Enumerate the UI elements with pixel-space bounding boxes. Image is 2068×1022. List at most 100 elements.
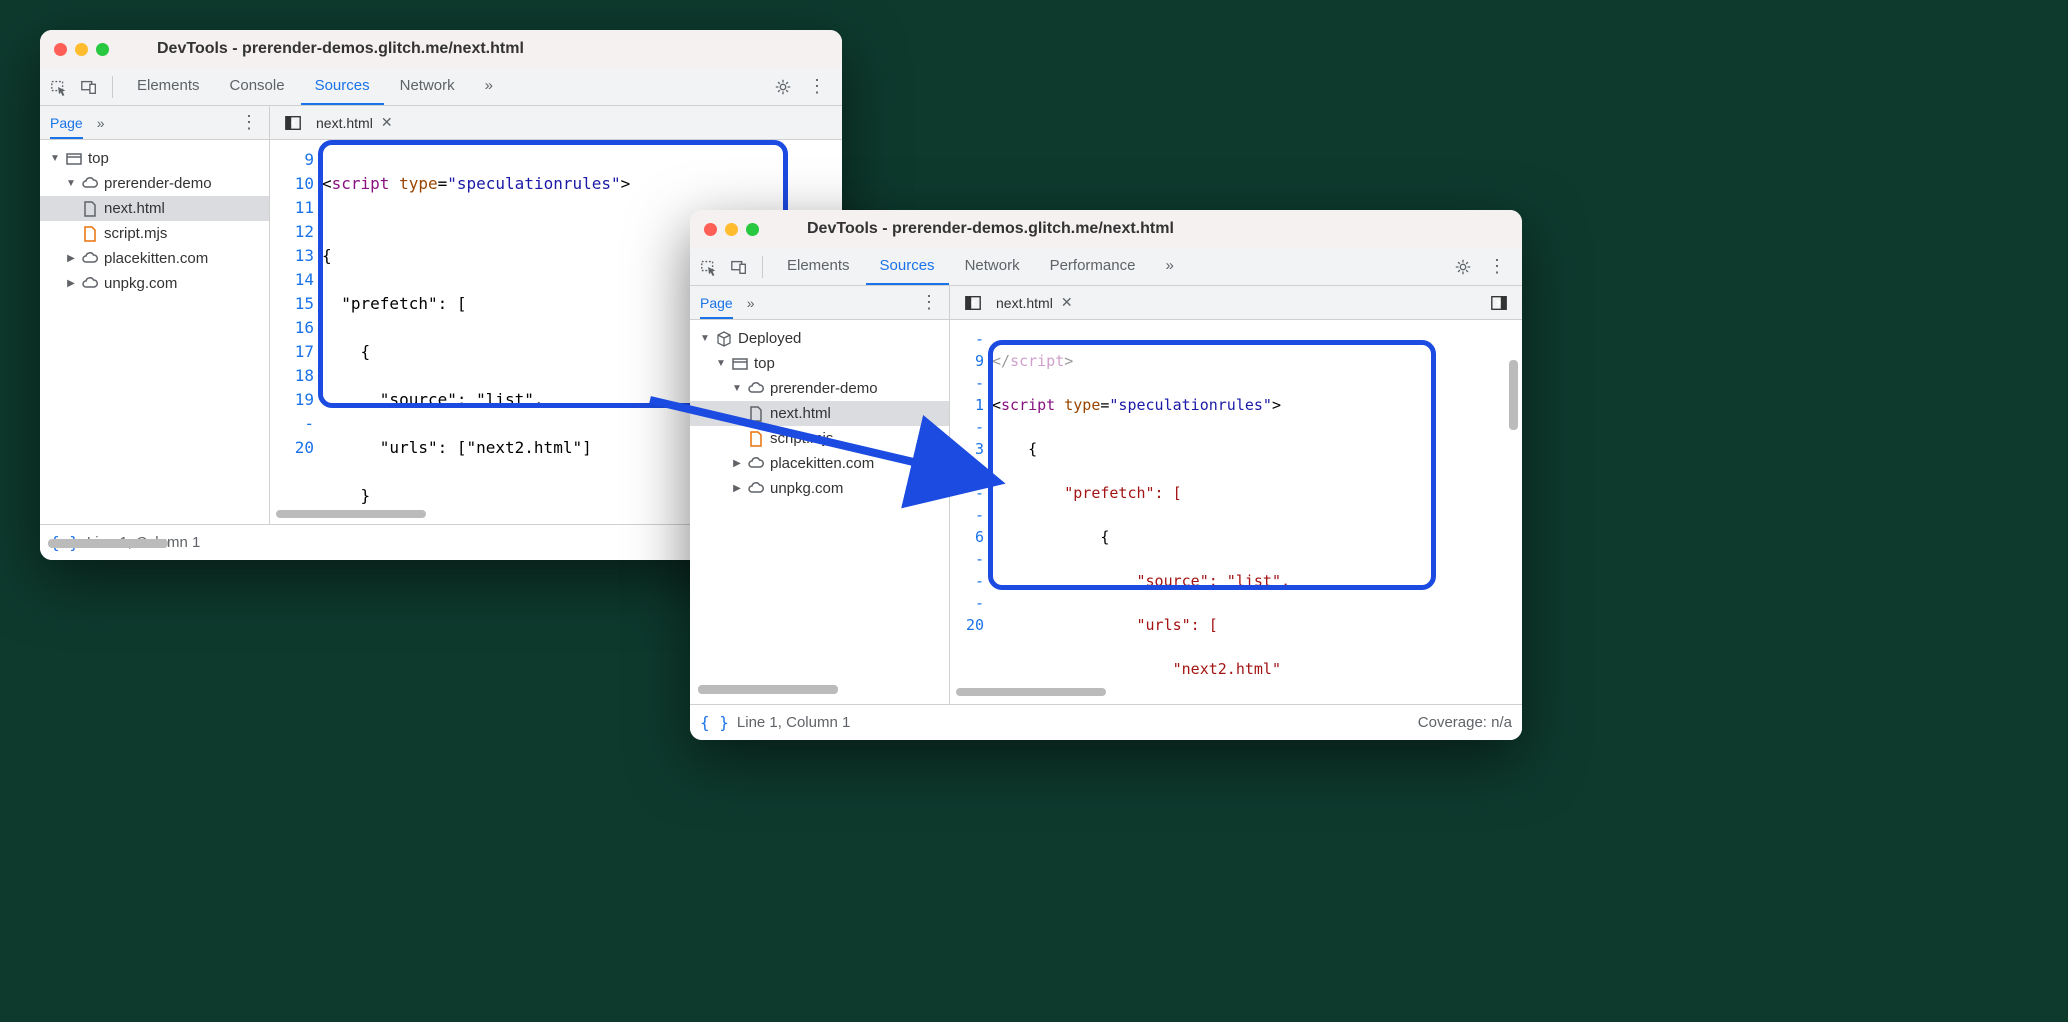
tree-placekitten[interactable]: ▶ placekitten.com	[40, 246, 269, 271]
tree-top[interactable]: ▼ top	[40, 146, 269, 171]
gutter-line: 1	[950, 394, 984, 416]
page-tab[interactable]: Page	[50, 107, 83, 139]
minimize-icon[interactable]	[75, 43, 88, 56]
window-scrollbar[interactable]	[698, 685, 838, 694]
expand-icon[interactable]: ▶	[66, 253, 76, 264]
navigator-tree: ▼ top ▼ prerender-demo next.html script.…	[40, 140, 270, 524]
t: script	[1001, 396, 1055, 414]
zoom-icon[interactable]	[746, 223, 759, 236]
window-title: DevTools - prerender-demos.glitch.me/nex…	[157, 40, 524, 58]
tab-elements[interactable]: Elements	[123, 68, 214, 105]
gutter-line: 14	[270, 268, 314, 292]
kebab-icon[interactable]: ⋮	[804, 74, 830, 100]
tree-label: placekitten.com	[104, 250, 208, 267]
tree-file-next[interactable]: next.html	[690, 401, 949, 426]
tab-more[interactable]: »	[471, 68, 507, 105]
tree-file-script[interactable]: script.mjs	[690, 426, 949, 451]
close-icon[interactable]: ✕	[381, 114, 393, 131]
code-editor[interactable]: - 9 - 1 - 3 - - - 6 - - - 20 </script> <…	[950, 320, 1522, 704]
tree-file-script[interactable]: script.mjs	[40, 221, 269, 246]
gutter-line: -	[950, 482, 984, 504]
separator	[112, 76, 113, 98]
tree-label: next.html	[104, 200, 165, 217]
gutter-line: 15	[270, 292, 314, 316]
t: "prefetch": [	[992, 482, 1516, 504]
window-title: DevTools - prerender-demos.glitch.me/nex…	[807, 220, 1174, 238]
file-tab-next-html[interactable]: next.html ✕	[996, 294, 1073, 311]
tree-unpkg[interactable]: ▶ unpkg.com	[690, 476, 949, 501]
close-icon[interactable]: ✕	[1061, 294, 1073, 311]
gutter-line: 10	[270, 172, 314, 196]
tree-placekitten[interactable]: ▶ placekitten.com	[690, 451, 949, 476]
t: </	[992, 352, 1010, 370]
tab-sources[interactable]: Sources	[866, 248, 949, 285]
titlebar: DevTools - prerender-demos.glitch.me/nex…	[40, 30, 842, 68]
coverage-label[interactable]: Coverage: n/a	[1418, 714, 1512, 731]
expand-icon[interactable]: ▶	[732, 483, 742, 494]
inspect-icon[interactable]	[696, 254, 722, 280]
panel-toggle-right-icon[interactable]	[1486, 290, 1512, 316]
scrollbar[interactable]	[276, 510, 426, 518]
body: ▼ Deployed ▼ top ▼ prerender-demo next.h…	[690, 320, 1522, 704]
tab-elements[interactable]: Elements	[773, 248, 864, 285]
navigator-menu-icon[interactable]: ⋮	[920, 292, 939, 313]
gutter-line: 9	[270, 148, 314, 172]
close-icon[interactable]	[704, 223, 717, 236]
gutter-line: -	[270, 412, 314, 436]
format-icon[interactable]: { }	[700, 713, 729, 732]
tab-network[interactable]: Network	[386, 68, 469, 105]
expand-icon[interactable]: ▼	[66, 178, 76, 189]
navigator-more[interactable]: »	[747, 295, 755, 311]
tree-label: Deployed	[738, 330, 801, 347]
t: >	[1064, 352, 1073, 370]
page-tab[interactable]: Page	[700, 287, 733, 319]
t: >	[1272, 396, 1281, 414]
expand-icon[interactable]: ▶	[66, 278, 76, 289]
tab-more[interactable]: »	[1151, 248, 1187, 285]
t: script	[332, 174, 390, 193]
expand-icon[interactable]: ▼	[732, 383, 742, 394]
tree-domain[interactable]: ▼ prerender-demo	[40, 171, 269, 196]
tree-domain[interactable]: ▼ prerender-demo	[690, 376, 949, 401]
panel-toggle-icon[interactable]	[280, 110, 306, 136]
minimize-icon[interactable]	[725, 223, 738, 236]
file-tab-label: next.html	[996, 295, 1053, 311]
navigator-more[interactable]: »	[97, 115, 105, 131]
expand-icon[interactable]: ▼	[716, 358, 726, 369]
vert-scrollbar[interactable]	[1509, 360, 1518, 430]
tab-performance[interactable]: Performance	[1036, 248, 1150, 285]
inspect-icon[interactable]	[46, 74, 72, 100]
gutter-line: -	[950, 328, 984, 350]
file-icon	[82, 226, 98, 242]
gear-icon[interactable]	[770, 74, 796, 100]
file-icon	[748, 406, 764, 422]
kebab-icon[interactable]: ⋮	[1484, 254, 1510, 280]
cloud-icon	[82, 176, 98, 192]
t: =	[438, 174, 448, 193]
expand-icon[interactable]: ▶	[732, 458, 742, 469]
tree-unpkg[interactable]: ▶ unpkg.com	[40, 271, 269, 296]
device-mode-icon[interactable]	[76, 74, 102, 100]
gear-icon[interactable]	[1450, 254, 1476, 280]
sources-subbar: Page » ⋮ next.html ✕	[690, 286, 1522, 320]
tab-console[interactable]: Console	[216, 68, 299, 105]
gutter-line: -	[950, 504, 984, 526]
tree-deployed[interactable]: ▼ Deployed	[690, 326, 949, 351]
expand-icon[interactable]: ▼	[700, 333, 710, 344]
close-icon[interactable]	[54, 43, 67, 56]
tab-network[interactable]: Network	[951, 248, 1034, 285]
expand-icon[interactable]: ▼	[50, 153, 60, 164]
file-tab-next-html[interactable]: next.html ✕	[316, 114, 393, 131]
gutter-line: 13	[270, 244, 314, 268]
t: "speculationrules"	[447, 174, 620, 193]
tree-file-next[interactable]: next.html	[40, 196, 269, 221]
cloud-icon	[748, 481, 764, 497]
navigator-menu-icon[interactable]: ⋮	[240, 112, 259, 133]
tree-top[interactable]: ▼ top	[690, 351, 949, 376]
zoom-icon[interactable]	[96, 43, 109, 56]
window-scrollbar[interactable]	[48, 539, 168, 548]
panel-toggle-icon[interactable]	[960, 290, 986, 316]
device-mode-icon[interactable]	[726, 254, 752, 280]
tab-sources[interactable]: Sources	[301, 68, 384, 105]
scrollbar[interactable]	[956, 688, 1106, 696]
